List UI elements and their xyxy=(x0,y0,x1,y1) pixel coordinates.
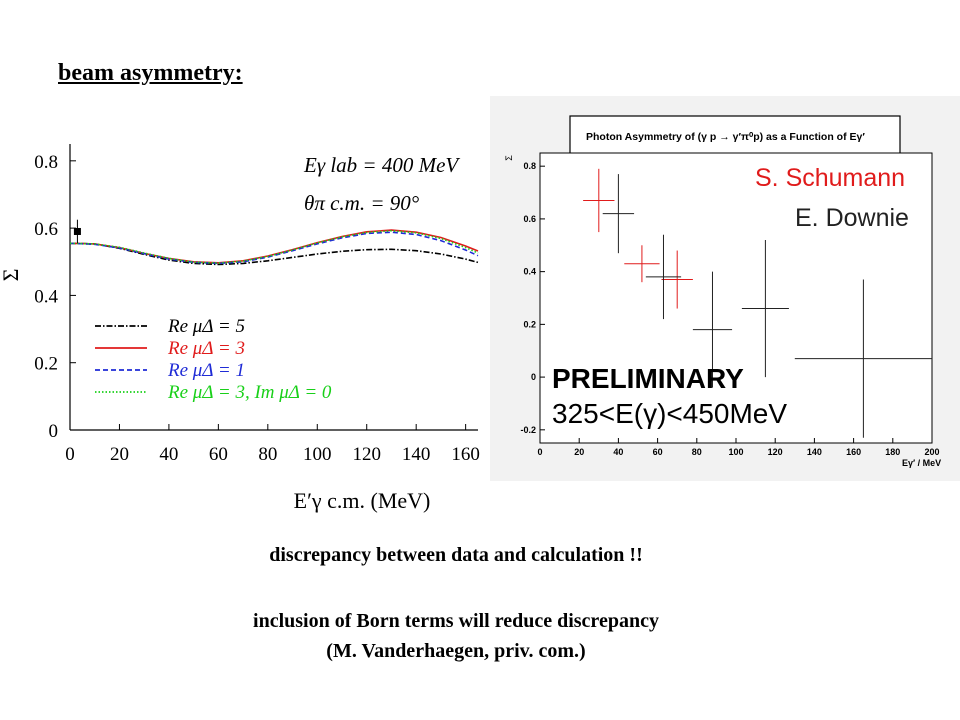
left-chart-xlabel: E′γ c.m. (MeV) xyxy=(294,488,431,513)
right-chart: Photon Asymmetry of (γ p → γ′π⁰p) as a F… xyxy=(490,96,960,481)
right-chart-x-tick-label: 60 xyxy=(653,447,663,457)
right-chart-y-tick-label: 0.6 xyxy=(523,214,536,224)
left-chart-series-line xyxy=(69,229,479,264)
left-chart-legend-label: Re μΔ = 3, Im μΔ = 0 xyxy=(167,382,332,403)
right-chart-x-tick-label: 40 xyxy=(613,447,623,457)
right-chart-title: Photon Asymmetry of (γ p → γ′π⁰p) as a F… xyxy=(586,131,865,143)
right-chart-x-tick-label: 20 xyxy=(574,447,584,457)
left-chart-x-tick-label: 20 xyxy=(110,444,129,465)
right-chart-x-tick-label: 80 xyxy=(692,447,702,457)
left-chart-x-tick-label: 100 xyxy=(303,444,332,465)
right-chart-legend-downie: E. Downie xyxy=(795,204,909,232)
left-chart-annotation-angle: θπ c.m. = 90° xyxy=(304,191,420,215)
left-chart-y-tick-label: 0.2 xyxy=(34,354,58,375)
right-chart-y-tick-label: 0.4 xyxy=(523,267,536,277)
right-chart-preliminary: PRELIMINARY xyxy=(552,363,744,394)
left-chart-ylabel: Σ xyxy=(0,269,23,282)
right-chart-y-tick-label: 0 xyxy=(531,372,536,382)
right-chart-frame xyxy=(539,152,933,444)
left-chart-annotation-energy: Eγ lab = 400 MeV xyxy=(303,153,460,177)
right-chart-ylabel: Σ xyxy=(504,155,514,161)
left-chart-axes xyxy=(69,144,478,431)
left-chart-legend-label: Re μΔ = 3 xyxy=(167,338,245,359)
right-chart-x-tick-label: 100 xyxy=(728,447,743,457)
left-chart-x-tick-label: 140 xyxy=(402,444,431,465)
left-chart-legend: Re μΔ = 5Re μΔ = 3Re μΔ = 1Re μΔ = 3, Im… xyxy=(95,316,332,403)
left-chart-tick-labels: 0 20 40 60 80 100 120 140 160 0 0.2 0.4 0.6 0.8 xyxy=(34,152,480,465)
caption-reference: (M. Vanderhaegen, priv. com.) xyxy=(326,640,586,662)
right-chart-x-tick-label: 160 xyxy=(846,447,861,457)
right-chart-axes xyxy=(539,152,933,444)
left-chart-series-line xyxy=(69,242,479,266)
right-chart-x-tick-label: 200 xyxy=(924,447,939,457)
right-chart-legend-schumann: S. Schumann xyxy=(755,164,905,192)
left-chart-series-line xyxy=(69,231,479,265)
left-chart-data-points xyxy=(73,219,81,244)
left-chart-series xyxy=(69,229,479,266)
left-chart-x-tick-label: 0 xyxy=(65,444,75,465)
right-chart-series xyxy=(583,168,932,438)
right-chart-xlabel: Eγ′ / MeV xyxy=(902,458,941,468)
right-chart-y-tick-label: -0.2 xyxy=(520,425,536,435)
right-chart-x-tick-label: 120 xyxy=(768,447,783,457)
left-chart-x-tick-label: 40 xyxy=(159,444,178,465)
left-chart: 0 20 40 60 80 100 120 140 160 0 0.2 0.4 0.6 0.8 Σ E′γ… xyxy=(0,144,480,513)
slide-title: beam asymmetry: xyxy=(58,60,243,86)
caption-born-terms: inclusion of Born terms will reduce disc… xyxy=(253,610,659,632)
left-chart-legend-label: Re μΔ = 5 xyxy=(167,316,245,337)
right-chart-y-tick-label: 0.2 xyxy=(523,319,536,329)
left-chart-y-tick-label: 0.6 xyxy=(34,219,58,240)
left-chart-x-tick-label: 80 xyxy=(258,444,277,465)
right-chart-energy-range: 325<E(γ)<450MeV xyxy=(552,398,787,429)
right-chart-x-tick-label: 0 xyxy=(537,447,542,457)
left-chart-legend-label: Re μΔ = 1 xyxy=(167,360,245,381)
left-chart-x-tick-label: 60 xyxy=(209,444,228,465)
right-chart-tick-labels: 0 20 40 60 80 100 120 140 160 180 200 -0.2 0 0.2 0.4 0.… xyxy=(520,161,939,457)
left-chart-y-tick-label: 0.8 xyxy=(34,152,58,173)
left-chart-x-tick-label: 160 xyxy=(451,444,480,465)
right-chart-x-tick-label: 140 xyxy=(807,447,822,457)
left-chart-data-point xyxy=(73,227,81,235)
left-chart-x-tick-label: 120 xyxy=(352,444,381,465)
left-chart-y-tick-label: 0.4 xyxy=(34,286,58,307)
right-chart-x-tick-label: 180 xyxy=(885,447,900,457)
right-chart-y-tick-label: 0.8 xyxy=(523,161,536,171)
left-chart-y-tick-label: 0 xyxy=(49,421,59,442)
caption-discrepancy: discrepancy between data and calculation… xyxy=(269,544,643,566)
